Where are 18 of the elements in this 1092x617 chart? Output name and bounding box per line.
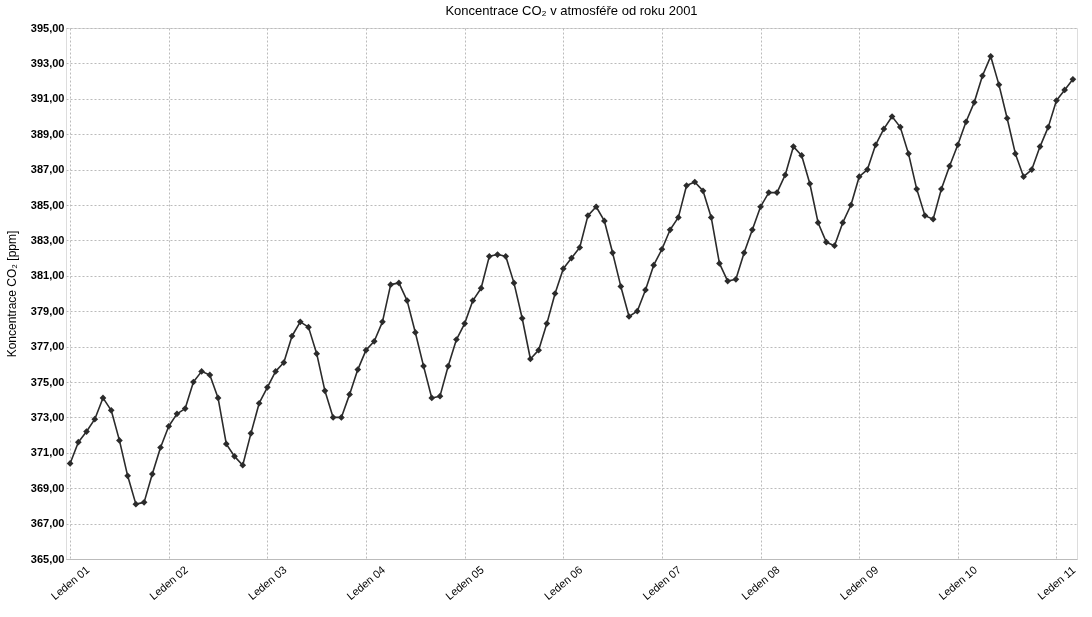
y-axis-title: Koncentrace CO₂ [ppm] — [4, 230, 19, 358]
y-tick-label: 381,00 — [30, 269, 65, 282]
y-tick-label: 383,00 — [30, 233, 65, 246]
y-tick-label: 389,00 — [30, 127, 65, 140]
y-tick-label: 377,00 — [30, 340, 65, 353]
chart-title: Koncentrace CO₂ v atmosféře od roku 2001 — [445, 3, 698, 18]
y-tick-label: 373,00 — [30, 410, 65, 423]
y-tick-label: 375,00 — [30, 375, 65, 388]
y-tick-label: 379,00 — [30, 304, 65, 317]
y-tick-label: 371,00 — [30, 446, 65, 459]
y-tick-label: 391,00 — [30, 92, 65, 105]
y-tick-label: 395,00 — [30, 21, 65, 34]
y-tick-label: 387,00 — [30, 163, 65, 176]
y-tick-label: 393,00 — [30, 56, 65, 69]
y-tick-label: 367,00 — [30, 517, 65, 530]
y-tick-label: 365,00 — [30, 552, 65, 565]
y-tick-label: 385,00 — [30, 198, 65, 211]
y-tick-label: 369,00 — [30, 481, 65, 494]
